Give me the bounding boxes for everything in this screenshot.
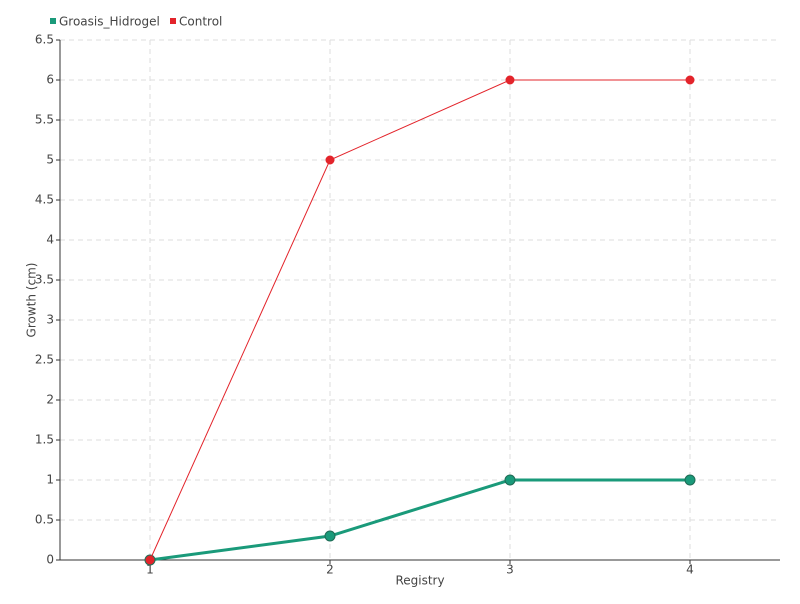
- x-tick-label: 3: [506, 563, 514, 577]
- legend-swatch: [170, 18, 176, 24]
- x-tick-label: 2: [326, 563, 334, 577]
- y-tick-label: 5: [46, 153, 54, 167]
- point: [684, 474, 696, 486]
- y-tick-label: 6.5: [35, 33, 54, 47]
- y-axis-label: Growth (cm): [25, 263, 39, 338]
- y-tick-label: 6: [46, 73, 54, 87]
- y-tick-label: 1: [46, 473, 54, 487]
- y-tick-label: 4.5: [35, 193, 54, 207]
- point: [324, 530, 336, 542]
- legend-label: Control: [179, 15, 222, 29]
- y-tick-label: 0.5: [35, 513, 54, 527]
- y-tick-label: 5.5: [35, 113, 54, 127]
- point: [504, 474, 516, 486]
- x-tick-label: 1: [146, 563, 154, 577]
- series-line: [149, 79, 690, 561]
- y-tick-label: 2.5: [35, 353, 54, 367]
- series-line: [149, 478, 690, 562]
- point: [505, 75, 515, 85]
- point: [685, 75, 695, 85]
- y-tick-label: 3.5: [35, 273, 54, 287]
- y-tick-label: 2: [46, 393, 54, 407]
- legend-swatch: [50, 18, 56, 24]
- legend-label: Groasis_Hidrogel: [59, 15, 160, 29]
- point: [325, 155, 335, 165]
- y-tick-label: 0: [46, 553, 54, 567]
- x-tick-label: 4: [686, 563, 694, 577]
- y-tick-label: 1.5: [35, 433, 54, 447]
- point: [145, 555, 155, 565]
- x-axis-label: Registry: [395, 574, 444, 588]
- y-tick-label: 3: [46, 313, 54, 327]
- y-tick-label: 4: [46, 233, 54, 247]
